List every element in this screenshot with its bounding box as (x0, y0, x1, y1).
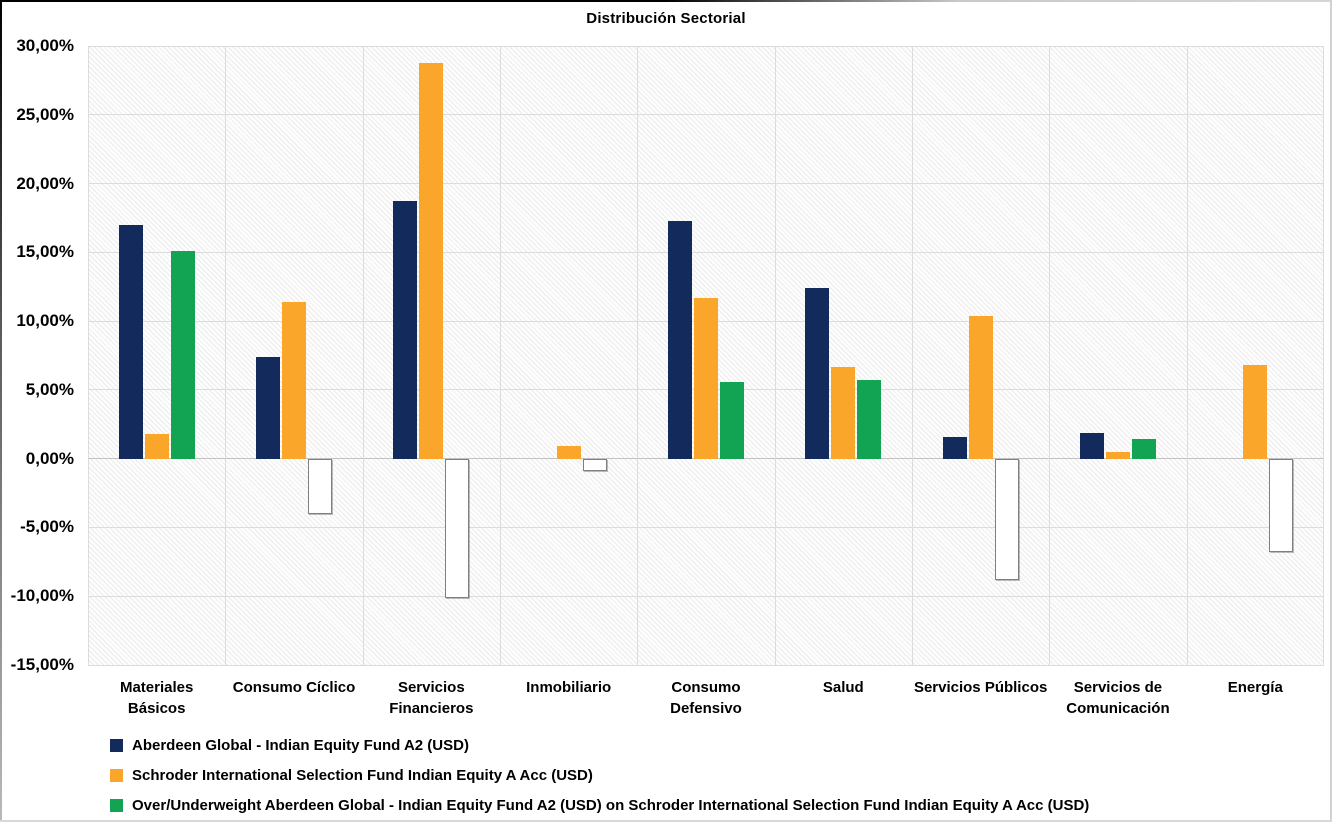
x-category-label: Inmobiliario (526, 679, 612, 696)
legend-swatch (110, 738, 123, 752)
gridline-horizontal (88, 595, 1324, 597)
x-category-label: Servicios de Comunicación (1066, 679, 1170, 717)
y-tick-label: 15,00% (16, 242, 74, 262)
gridline-vertical (88, 46, 89, 665)
y-tick-label: 0,00% (25, 448, 74, 468)
x-category-label: Salud (822, 679, 864, 696)
legend-label: Schroder International Selection Fund In… (132, 766, 593, 784)
bar (1132, 439, 1156, 459)
bar (1243, 365, 1268, 459)
gridline-horizontal (88, 45, 1324, 47)
frame-border-top (0, 0, 1332, 2)
bar (170, 250, 195, 459)
bar (1106, 451, 1130, 459)
gridline-vertical (500, 46, 501, 665)
gridline-vertical (1186, 46, 1188, 665)
plot-area (88, 45, 1324, 666)
gridline-horizontal (88, 114, 1324, 116)
x-category-label: Servicios Públicos (913, 679, 1048, 696)
bar (445, 458, 470, 598)
legend-swatch (110, 798, 123, 812)
bar (419, 62, 444, 459)
bar (968, 315, 993, 459)
bar (393, 201, 418, 459)
legend-item: Aberdeen Global - Indian Equity Fund A2 … (110, 730, 1089, 760)
gridline-vertical (1323, 46, 1324, 665)
gridline-horizontal (88, 664, 1324, 666)
gridline-horizontal (88, 251, 1324, 253)
gridline-vertical (362, 46, 364, 665)
x-axis: Materiales Básicos Consumo Cíclico Servici… (88, 677, 1324, 719)
legend: Aberdeen Global - Indian Equity Fund A2 … (110, 730, 1089, 820)
gridline-horizontal (88, 526, 1324, 528)
bar (720, 381, 744, 459)
x-category-label: Energía (1227, 679, 1283, 696)
y-tick-label: -10,00% (10, 586, 74, 606)
bar (994, 458, 1019, 580)
bar (1080, 432, 1104, 459)
gridline-vertical (225, 46, 227, 665)
x-category-label: Consumo Cíclico (232, 679, 356, 696)
bar (118, 224, 143, 459)
legend-swatch (110, 768, 123, 782)
bar (805, 288, 830, 459)
bar (942, 436, 967, 459)
x-category-label: Servicios Financieros (389, 679, 474, 717)
bar (256, 356, 280, 459)
gridline-vertical (912, 46, 913, 665)
legend-label: Aberdeen Global - Indian Equity Fund A2 … (132, 736, 469, 754)
gridline-vertical (637, 46, 639, 665)
bar (144, 433, 169, 459)
x-category-label: Materiales Básicos (119, 679, 194, 717)
frame-border-right (1330, 0, 1332, 822)
gridline-vertical (774, 46, 776, 665)
bar (668, 220, 692, 459)
y-tick-label: 25,00% (16, 104, 74, 124)
y-tick-label: -5,00% (20, 517, 74, 537)
bar (308, 458, 332, 514)
legend-item: Schroder International Selection Fund In… (110, 760, 1089, 790)
bar (857, 380, 882, 459)
y-axis: 30,00% 25,00% 20,00% 15,00% 10,00% 5,00% 0,00%… (0, 36, 76, 674)
legend-item: Over/Underweight Aberdeen Global - India… (110, 790, 1089, 820)
gridline-vertical (1049, 46, 1051, 665)
gridline-horizontal (88, 458, 1324, 460)
frame-border-bottom (0, 820, 1332, 822)
y-tick-label: -15,00% (10, 655, 74, 674)
y-tick-label: 5,00% (25, 379, 74, 399)
bar (282, 301, 306, 459)
bar (1269, 458, 1294, 553)
legend-label: Over/Underweight Aberdeen Global - India… (132, 796, 1090, 814)
gridline-horizontal (88, 183, 1324, 185)
frame-border-left (0, 0, 2, 822)
bar (694, 297, 718, 459)
chart-title: Distribución Sectorial (586, 10, 746, 27)
y-tick-label: 20,00% (16, 173, 74, 193)
bar (582, 458, 607, 472)
bar (556, 446, 581, 459)
x-category-label: Consumo Defensivo (670, 679, 742, 717)
bar (831, 366, 856, 459)
y-tick-label: 10,00% (16, 311, 74, 331)
y-tick-label: 30,00% (16, 36, 74, 55)
